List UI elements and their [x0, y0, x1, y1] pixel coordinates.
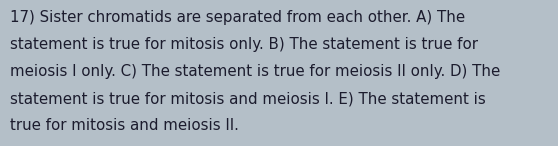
Text: 17) Sister chromatids are separated from each other. A) The: 17) Sister chromatids are separated from…: [10, 10, 465, 25]
Text: meiosis I only. C) The statement is true for meiosis II only. D) The: meiosis I only. C) The statement is true…: [10, 64, 501, 79]
Text: true for mitosis and meiosis II.: true for mitosis and meiosis II.: [10, 118, 239, 133]
Text: statement is true for mitosis only. B) The statement is true for: statement is true for mitosis only. B) T…: [10, 37, 478, 52]
Text: statement is true for mitosis and meiosis I. E) The statement is: statement is true for mitosis and meiosi…: [10, 91, 486, 106]
